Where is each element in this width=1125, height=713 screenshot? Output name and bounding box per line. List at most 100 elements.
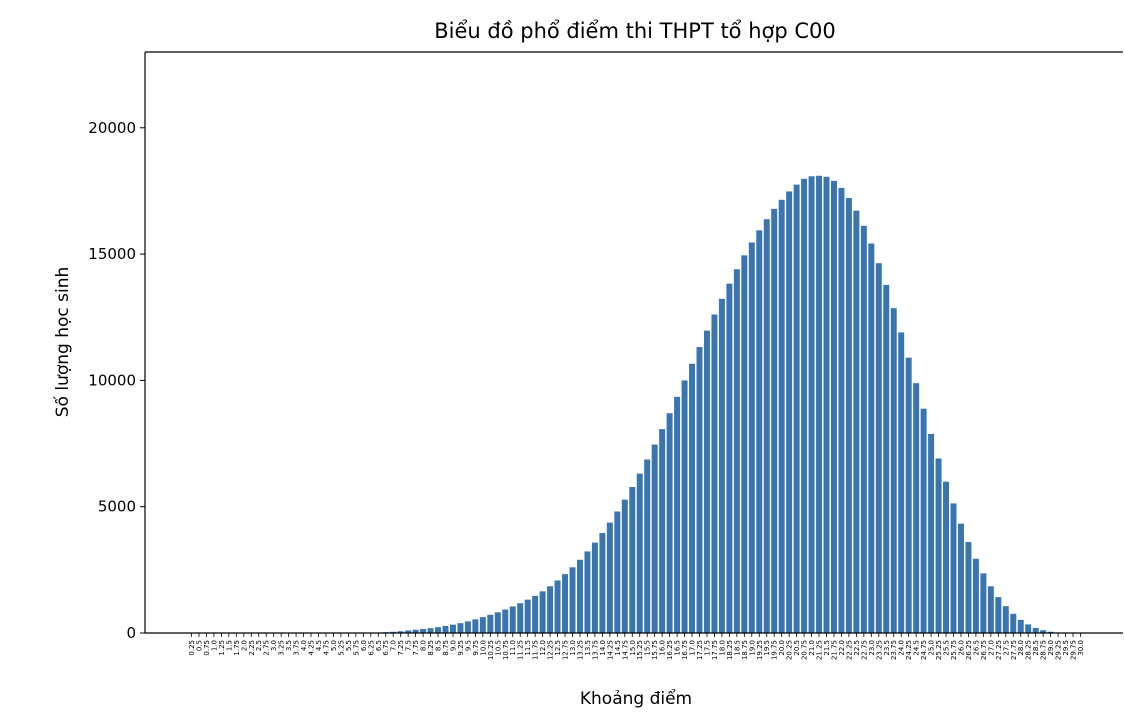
bar	[823, 176, 830, 634]
bar	[860, 225, 867, 634]
bar	[741, 255, 748, 633]
x-tick-label: 21.75	[830, 640, 838, 660]
bar	[472, 619, 479, 633]
x-tick-label: 22.0	[838, 640, 846, 656]
x-tick-label: 17.75	[711, 640, 719, 660]
x-tick-label: 27.25	[995, 640, 1003, 660]
x-tick-label: 1.0	[210, 640, 218, 651]
bar	[950, 503, 957, 633]
x-tick-label: 25.0	[928, 640, 936, 656]
bar	[584, 551, 591, 633]
bar	[591, 542, 598, 633]
bar	[763, 219, 770, 634]
x-tick-label: 25.5	[943, 640, 951, 656]
bar	[957, 523, 964, 633]
bar	[390, 631, 397, 633]
bar	[1010, 613, 1017, 633]
bar	[405, 630, 412, 633]
x-tick-label: 20.75	[801, 640, 809, 660]
x-tick-label: 26.0	[957, 640, 965, 656]
x-tick-label: 14.25	[606, 640, 614, 660]
x-tick-label: 25.75	[950, 640, 958, 660]
x-tick-label: 6.75	[382, 640, 390, 656]
x-tick-label: 1.75	[233, 640, 241, 656]
x-tick-label: 23.25	[875, 640, 883, 660]
x-tick-label: 0.75	[203, 640, 211, 656]
x-tick-label: 15.5	[644, 640, 652, 656]
bar	[748, 242, 755, 633]
x-tick-label: 7.75	[412, 640, 420, 656]
x-tick-label: 24.5	[913, 640, 921, 656]
bar	[726, 283, 733, 633]
bar	[599, 532, 606, 633]
y-tick-label: 0	[126, 624, 136, 642]
bar	[928, 433, 935, 633]
x-tick-label: 16.75	[681, 640, 689, 660]
bar	[905, 357, 912, 633]
x-tick-label: 21.0	[808, 640, 816, 656]
bar	[689, 363, 696, 633]
bar	[442, 625, 449, 633]
x-tick-label: 8.25	[427, 640, 435, 656]
x-tick-label: 19.25	[756, 640, 764, 660]
bar	[920, 408, 927, 633]
x-tick-label: 8.75	[442, 640, 450, 656]
x-tick-label: 10.0	[479, 640, 487, 656]
bar	[1025, 624, 1032, 633]
x-tick-label: 0.25	[188, 640, 196, 656]
x-tick-label: 10.5	[494, 640, 502, 656]
x-tick-label: 11.5	[524, 640, 532, 656]
bar	[801, 178, 808, 633]
bar	[674, 396, 681, 633]
x-tick-label: 22.5	[853, 640, 861, 656]
x-tick-label: 12.25	[547, 640, 555, 660]
x-tick-label: 13.5	[584, 640, 592, 656]
bar	[636, 473, 643, 633]
x-tick-label: 16.25	[666, 640, 674, 660]
bar	[703, 330, 710, 633]
bar	[412, 629, 419, 633]
bar	[1040, 630, 1047, 633]
bar	[524, 599, 531, 633]
bar	[494, 612, 501, 633]
bar	[935, 458, 942, 633]
x-tick-label: 13.0	[569, 640, 577, 656]
bar	[816, 175, 823, 633]
x-tick-label: 22.25	[845, 640, 853, 660]
x-tick-label: 4.0	[300, 640, 308, 651]
bar	[547, 586, 554, 633]
x-tick-label: 5.25	[337, 640, 345, 656]
x-tick-label: 30.0	[1077, 640, 1085, 656]
bar	[718, 298, 725, 633]
x-tick-label: 18.25	[726, 640, 734, 660]
x-tick-label: 1.25	[218, 640, 226, 656]
bar	[875, 263, 882, 633]
plot-frame	[144, 51, 1123, 634]
x-tick-label: 17.0	[689, 640, 697, 656]
x-tick-label: 7.25	[397, 640, 405, 656]
bar	[517, 603, 524, 633]
x-tick-label: 21.25	[816, 640, 824, 660]
bar	[532, 595, 539, 633]
x-axis-ticks: 0.25 0.5 0.75 1.0 1.25 1.5 1.75 2.0 2.25 2.5 2.75 3…	[188, 633, 1085, 660]
y-axis-ticks: 0 5000 10000 15000 20000	[88, 119, 145, 642]
x-tick-label: 27.0	[987, 640, 995, 656]
x-tick-label: 28.25	[1025, 640, 1033, 660]
x-tick-label: 14.5	[614, 640, 622, 656]
bar	[853, 210, 860, 633]
bar	[778, 199, 785, 633]
bar	[995, 597, 1002, 633]
x-tick-label: 5.0	[330, 640, 338, 651]
x-tick-label: 6.0	[360, 640, 368, 651]
x-tick-label: 11.75	[532, 640, 540, 660]
x-tick-label: 8.0	[420, 640, 428, 651]
bar	[1017, 619, 1024, 633]
x-axis-label: Khoảng điểm	[580, 688, 692, 709]
x-tick-label: 5.75	[352, 640, 360, 656]
x-tick-label: 2.25	[248, 640, 256, 656]
x-tick-label: 21.5	[823, 640, 831, 656]
x-tick-label: 4.75	[322, 640, 330, 656]
x-tick-label: 15.75	[651, 640, 659, 660]
y-tick-label: 20000	[88, 119, 136, 137]
x-tick-label: 18.75	[741, 640, 749, 660]
